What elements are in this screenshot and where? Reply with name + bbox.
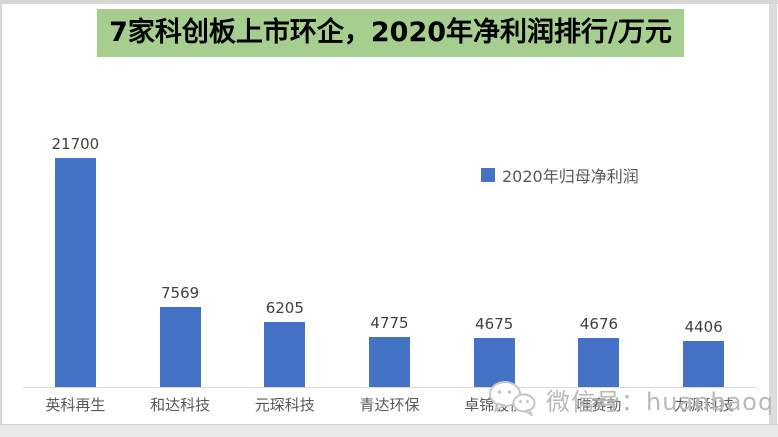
bar (264, 322, 306, 387)
x-axis-label: 卓锦股份 (464, 396, 525, 414)
plot-area: 21700 7569 6205 4775 4675 4676 4406 (23, 128, 756, 388)
x-axis-label: 英科再生 (45, 396, 106, 414)
bar-value-label: 6205 (265, 299, 304, 317)
bar-column: 7569 (128, 128, 233, 387)
x-axis-label: 力源科技 (673, 396, 734, 414)
bar (683, 341, 725, 387)
bar-column: 21700 (23, 128, 128, 387)
legend-marker-icon (481, 168, 495, 182)
horizontal-scrollbar-track[interactable] (0, 424, 778, 437)
left-border (0, 4, 2, 437)
bar-value-label: 4675 (475, 315, 514, 333)
vertical-scrollbar[interactable] (769, 4, 777, 437)
bar-column: 6205 (232, 128, 337, 387)
x-axis-labels: 英科再生 和达科技 元琛科技 青达环保 卓锦股份 唯赛勃 力源科技 (23, 394, 756, 415)
bar (473, 338, 515, 387)
chart-legend: 2020年归母净利润 (481, 163, 639, 187)
x-axis-label: 青达环保 (359, 396, 420, 414)
bar (369, 337, 411, 387)
bar (159, 307, 201, 387)
x-axis-label: 唯赛勃 (576, 396, 622, 414)
chart-title: 7家科创板上市环企，2020年净利润排行/万元 (97, 9, 684, 57)
bar-column: 4676 (547, 128, 652, 387)
bar-value-label: 21700 (51, 135, 100, 153)
bar-column: 4775 (337, 128, 442, 387)
x-axis-label: 元琛科技 (254, 396, 315, 414)
x-axis-label: 和达科技 (150, 396, 211, 414)
top-border (0, 0, 778, 4)
bar-column: 4675 (442, 128, 547, 387)
bar (578, 338, 620, 387)
bar-value-label: 7569 (160, 284, 200, 302)
bar (54, 158, 96, 387)
bar-value-label: 4775 (370, 314, 409, 332)
bar-value-label: 4406 (684, 318, 723, 336)
bar-value-label: 4676 (579, 315, 619, 333)
bar-column: 4406 (651, 128, 756, 387)
legend-label: 2020年归母净利润 (502, 167, 639, 186)
